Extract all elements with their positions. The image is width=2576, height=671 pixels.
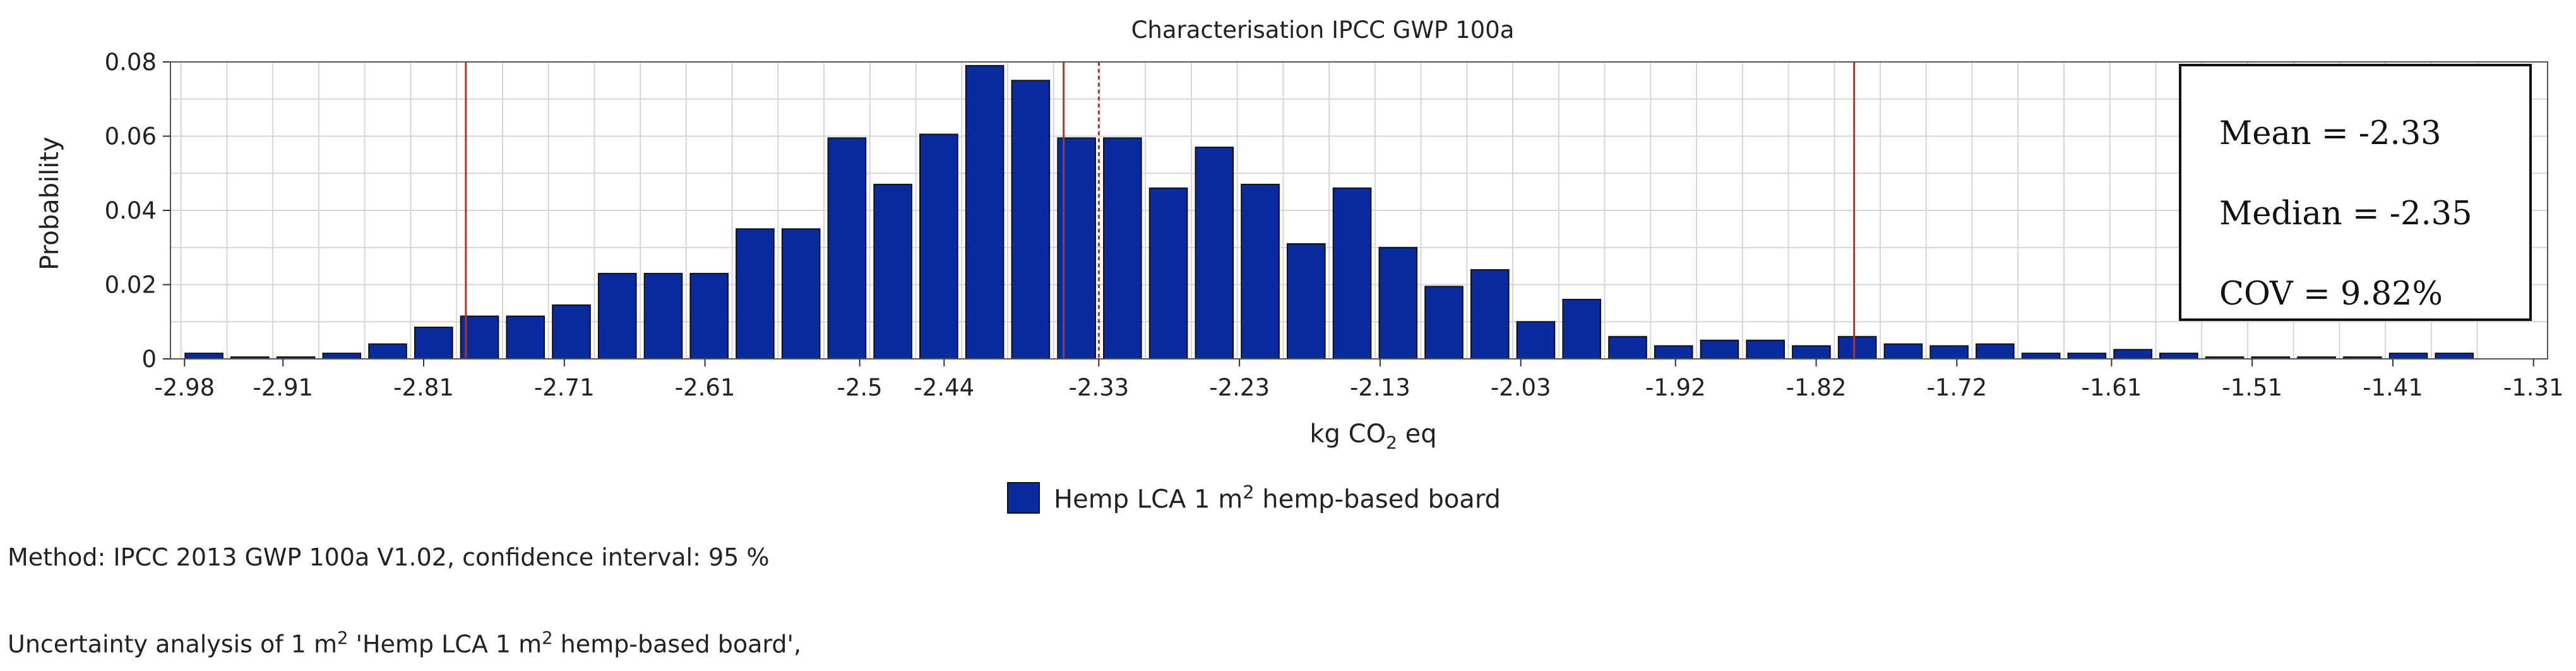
legend-label-rest: hemp-based board <box>1254 485 1501 514</box>
x-tick-label: -2.23 <box>1209 374 1270 401</box>
legend-label-superscript: 2 <box>1243 481 1255 504</box>
bar <box>1378 246 1418 360</box>
bar <box>873 183 912 360</box>
y-tick-label: 0 <box>141 346 157 373</box>
bar <box>597 272 637 360</box>
stats-cov: COV = 9.82% <box>2219 275 2443 313</box>
bar <box>368 343 407 360</box>
bar <box>1470 269 1510 360</box>
uncertainty-note-sup: 2 <box>337 629 349 648</box>
x-tick-label: -1.41 <box>2363 374 2423 401</box>
y-tick-label: 0.06 <box>105 123 157 150</box>
x-axis-label: kg CO2 eq <box>1309 420 1436 453</box>
bar <box>184 353 224 360</box>
bar <box>1654 345 1693 360</box>
method-note: Method: IPCC 2013 GWP 100a V1.02, confid… <box>8 543 770 571</box>
bar <box>1424 286 1464 360</box>
bar <box>736 228 775 360</box>
bar <box>1195 147 1234 360</box>
x-tick-label: -1.31 <box>2503 374 2564 401</box>
bar <box>1286 243 1326 360</box>
bar <box>2388 353 2428 360</box>
bar <box>1148 187 1188 360</box>
x-axis-label-text: kg CO <box>1309 420 1386 449</box>
stats-box: Mean = -2.33 Median = -2.35 COV = 9.82% <box>2179 64 2532 321</box>
x-tick-label: -2.03 <box>1491 374 1551 401</box>
bar <box>2435 353 2474 360</box>
x-tick-label: -1.72 <box>1926 374 1987 401</box>
y-axis-label: Probability <box>35 136 64 270</box>
bar <box>460 315 499 360</box>
x-tick-label: -1.51 <box>2222 374 2282 401</box>
x-tick-labels: -2.98 -2.91 -2.81 -2.71 -2.61 -2.5 -2.44 -2.33 -… <box>154 359 2564 401</box>
bar <box>1103 137 1142 360</box>
stats-mean: Mean = -2.33 <box>2219 115 2442 152</box>
bar <box>1608 336 1647 360</box>
x-tick-label: -1.82 <box>1786 374 1847 401</box>
x-tick-label: -2.13 <box>1350 374 1410 401</box>
x-tick-label: -2.71 <box>534 374 595 401</box>
bar <box>2021 353 2061 360</box>
y-tick-labels: 0 0.02 0.04 0.06 0.08 <box>105 49 170 373</box>
bar <box>1976 343 2015 360</box>
bar <box>643 272 683 360</box>
stats-median: Median = -2.35 <box>2219 195 2472 233</box>
bar <box>827 137 867 360</box>
bar <box>1837 336 1877 360</box>
x-tick-label: -2.98 <box>154 374 215 401</box>
bar <box>2113 349 2152 360</box>
bar <box>1332 187 1372 360</box>
uncertainty-note: Uncertainty analysis of 1 m2 'Hemp LCA 1… <box>8 629 801 658</box>
bars <box>184 64 2474 360</box>
reference-lines <box>465 62 1856 359</box>
chart-title: Characterisation IPCC GWP 100a <box>1131 16 1515 44</box>
bar <box>1746 339 1785 360</box>
histogram-chart: Characterisation IPCC GWP 100a 0 0.02 0.04… <box>35 16 2564 453</box>
x-tick-label: -2.91 <box>253 374 313 401</box>
x-axis-label-subscript: 2 <box>1386 432 1397 453</box>
x-tick-label: -2.44 <box>914 374 974 401</box>
bar <box>1562 299 1602 360</box>
bar <box>1241 183 1280 360</box>
bar <box>919 133 958 360</box>
y-tick-label: 0.08 <box>105 49 157 76</box>
bar <box>2067 353 2107 360</box>
uncertainty-note-rest: hemp-based board', <box>552 630 802 658</box>
legend-swatch <box>1007 482 1040 514</box>
x-tick-label: -1.61 <box>2082 374 2142 401</box>
uncertainty-note-mid: 'Hemp LCA 1 m <box>348 630 542 658</box>
bar <box>552 304 591 360</box>
x-tick-label: -2.61 <box>675 374 736 401</box>
bar <box>1011 80 1051 360</box>
x-tick-label: -2.81 <box>393 374 454 401</box>
bar <box>965 64 1005 360</box>
bar <box>322 353 362 360</box>
bar <box>1792 345 1831 360</box>
x-axis-label-unit: eq <box>1397 420 1437 449</box>
bar <box>781 228 821 360</box>
bar <box>1883 343 1923 360</box>
bar <box>506 315 546 360</box>
y-tick-label: 0.04 <box>105 197 157 224</box>
x-tick-label: -2.33 <box>1068 374 1129 401</box>
legend: Hemp LCA 1 m2 hemp-based board <box>1007 479 1501 517</box>
bar <box>1929 345 1969 360</box>
bar <box>1516 321 1556 360</box>
x-tick-label: -2.5 <box>837 374 883 401</box>
bar <box>414 327 453 360</box>
legend-label-text: Hemp LCA 1 m <box>1054 485 1243 514</box>
bar <box>689 272 729 360</box>
legend-label: Hemp LCA 1 m2 hemp-based board <box>1054 481 1501 514</box>
uncertainty-note-sup2: 2 <box>542 629 553 648</box>
x-tick-label: -1.92 <box>1645 374 1706 401</box>
y-tick-label: 0.02 <box>105 272 157 299</box>
uncertainty-note-text: Uncertainty analysis of 1 m <box>8 630 337 658</box>
bar <box>1700 339 1739 360</box>
bar <box>2159 353 2198 360</box>
